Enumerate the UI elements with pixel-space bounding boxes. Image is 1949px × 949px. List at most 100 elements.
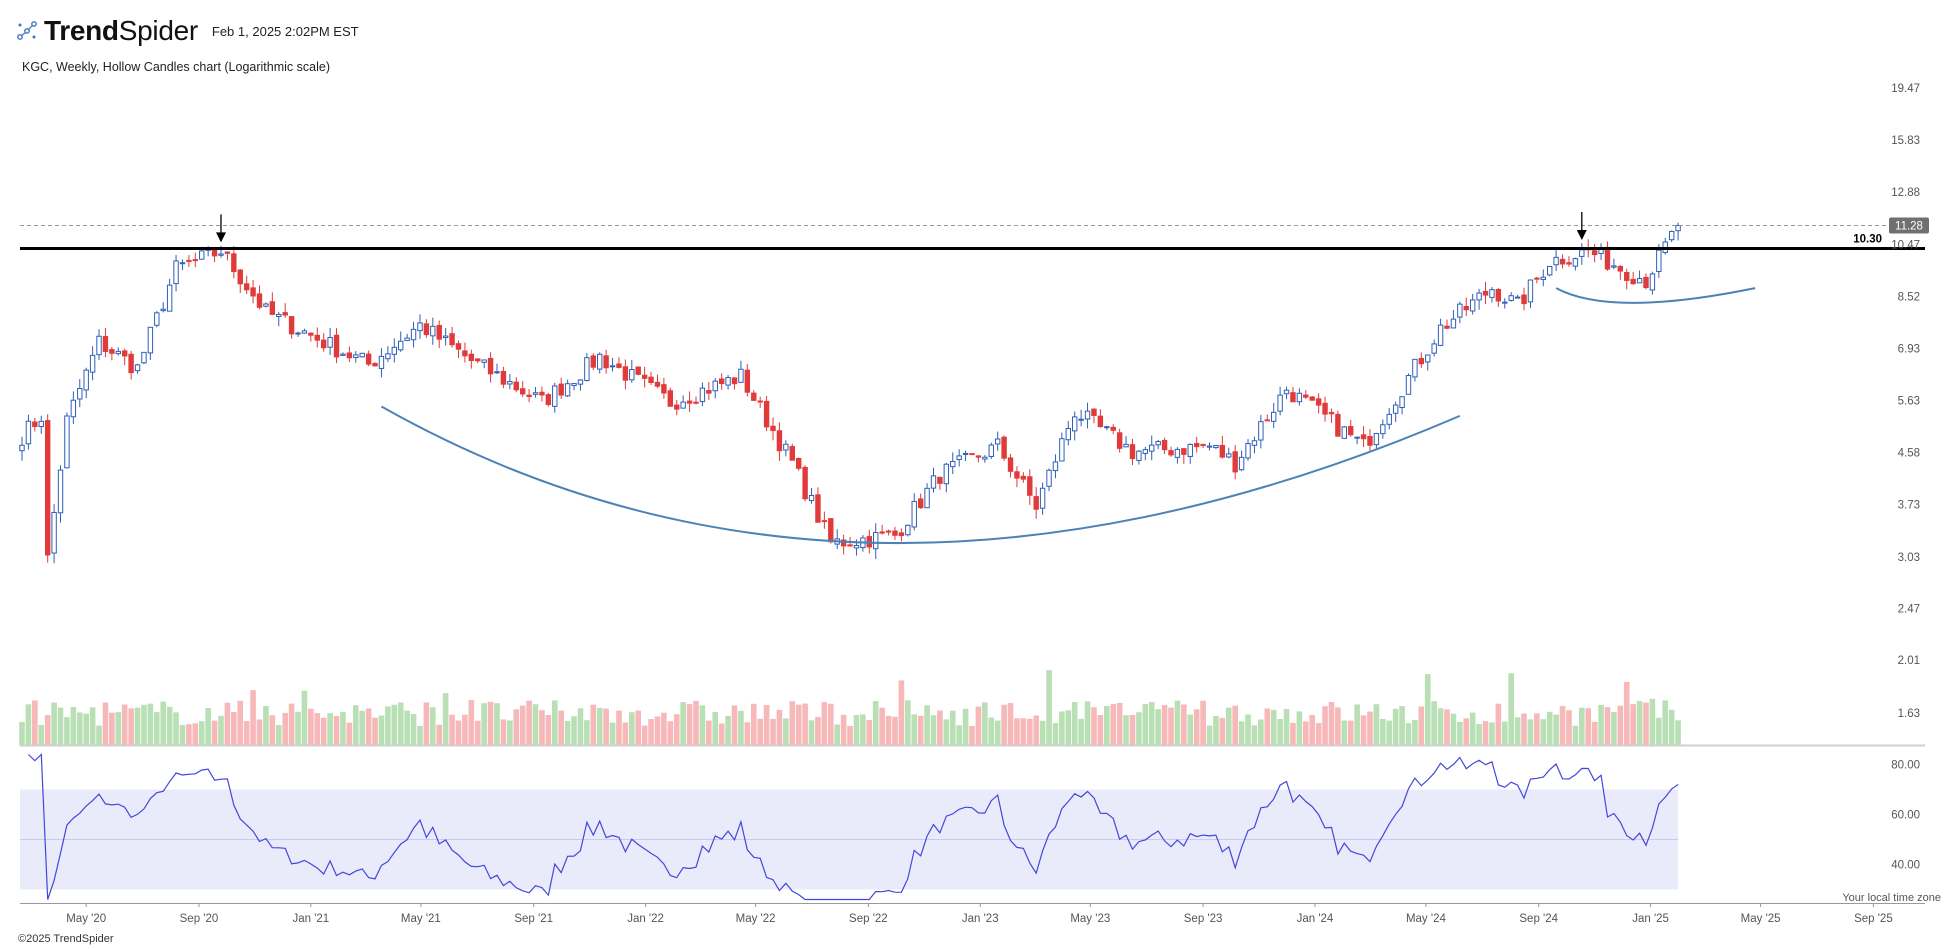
volume-bar — [1059, 711, 1065, 745]
candle-body — [699, 387, 706, 403]
candle-body — [738, 368, 744, 383]
x-tick-label: Sep '22 — [849, 913, 888, 925]
volume-bar — [1559, 706, 1566, 745]
candle-body — [930, 475, 937, 489]
candle-body — [51, 511, 57, 554]
volume-bar — [83, 713, 89, 745]
volume-bar — [1585, 708, 1592, 745]
volume-bar — [667, 721, 674, 745]
volume-bar — [378, 715, 385, 745]
candle-body — [988, 444, 994, 457]
volume-bar — [385, 706, 391, 745]
candle-body — [532, 392, 539, 395]
candle-body — [1283, 389, 1290, 395]
candle-body — [1187, 443, 1193, 457]
volume-bar — [937, 710, 943, 745]
candle-body — [1232, 451, 1238, 473]
volume-bar — [905, 700, 911, 745]
candle-body — [590, 355, 596, 368]
candle-body — [1482, 290, 1489, 296]
candle-body — [648, 376, 654, 384]
volume-bar — [256, 719, 263, 745]
candle-body — [1059, 438, 1065, 462]
candle-body — [1277, 394, 1283, 412]
candle-body — [1656, 249, 1662, 272]
volume-bar — [25, 704, 32, 745]
volume-bar — [577, 708, 584, 745]
volume-bar — [1360, 715, 1367, 745]
candle-body — [616, 363, 622, 368]
candle-body — [635, 366, 641, 375]
candle-body — [1226, 453, 1232, 458]
volume-bar — [494, 703, 500, 745]
candle-body — [487, 357, 494, 375]
candle-body — [783, 443, 789, 451]
candle-body — [1155, 440, 1161, 446]
volume-bar — [474, 720, 481, 745]
price-tick-label: 3.03 — [1898, 552, 1920, 564]
candle-body — [751, 392, 757, 401]
volume-bar — [834, 724, 841, 745]
candle-body — [1213, 444, 1219, 449]
candle-body — [391, 346, 397, 355]
volume-bar — [924, 705, 930, 745]
candle-body — [346, 352, 353, 359]
volume-bar — [134, 707, 141, 745]
candle-body — [199, 250, 205, 260]
candle-body — [828, 518, 834, 543]
brand-name: TrendSpider — [44, 15, 198, 46]
volume-bar — [1219, 717, 1226, 745]
volume-bar — [744, 722, 751, 745]
volume-bar — [436, 724, 443, 745]
candle-body — [1437, 324, 1444, 346]
candle-body — [359, 352, 365, 358]
candle-body — [1386, 413, 1392, 425]
candle-body — [1547, 266, 1553, 276]
volume-bar — [1001, 704, 1007, 745]
candle-body — [385, 353, 391, 360]
candle-body — [898, 532, 905, 537]
volume-bar — [661, 712, 667, 745]
candle-body — [1161, 439, 1168, 451]
volume-bar — [1309, 714, 1316, 745]
candle-body — [1579, 249, 1585, 257]
volume-bar — [1245, 714, 1251, 745]
volume-bar — [898, 680, 905, 745]
candle-body — [1303, 394, 1309, 398]
candle-body — [1643, 276, 1649, 289]
price-tick-label: 10.47 — [1891, 239, 1920, 251]
volume-bar — [468, 700, 475, 745]
candle-body — [1136, 450, 1142, 461]
volume-bar — [275, 724, 282, 745]
volume-bar — [173, 712, 179, 745]
cup-arc — [380, 405, 1461, 545]
current-price-tag — [1889, 217, 1929, 234]
volume-bar — [1033, 715, 1039, 745]
candle-body — [1675, 225, 1681, 232]
candle-body — [917, 498, 924, 509]
candle-body — [430, 325, 436, 337]
candle-body — [1412, 358, 1418, 378]
candle-body — [1373, 432, 1380, 446]
rsi-panel: 80.00 60.00 40.00 — [20, 753, 1920, 901]
candle-body — [661, 384, 667, 394]
volume-bar — [1630, 704, 1636, 745]
volume-bar — [442, 693, 449, 745]
candle-body — [141, 351, 147, 364]
volume-bar — [840, 714, 847, 745]
volume-bar — [346, 722, 353, 745]
candle-body — [1046, 469, 1052, 487]
grid — [20, 744, 1925, 904]
volume-bar — [1572, 725, 1579, 745]
rsi-line — [27, 753, 1679, 901]
volume-bar — [231, 711, 237, 745]
volume-bar — [1489, 722, 1495, 745]
volume-bar — [808, 720, 815, 745]
candle-body — [179, 262, 186, 265]
candle-body — [1084, 410, 1091, 420]
volume-bar — [892, 716, 898, 745]
volume-bar — [641, 725, 648, 745]
candle-body — [1039, 487, 1046, 509]
volume-bar — [1675, 720, 1681, 745]
